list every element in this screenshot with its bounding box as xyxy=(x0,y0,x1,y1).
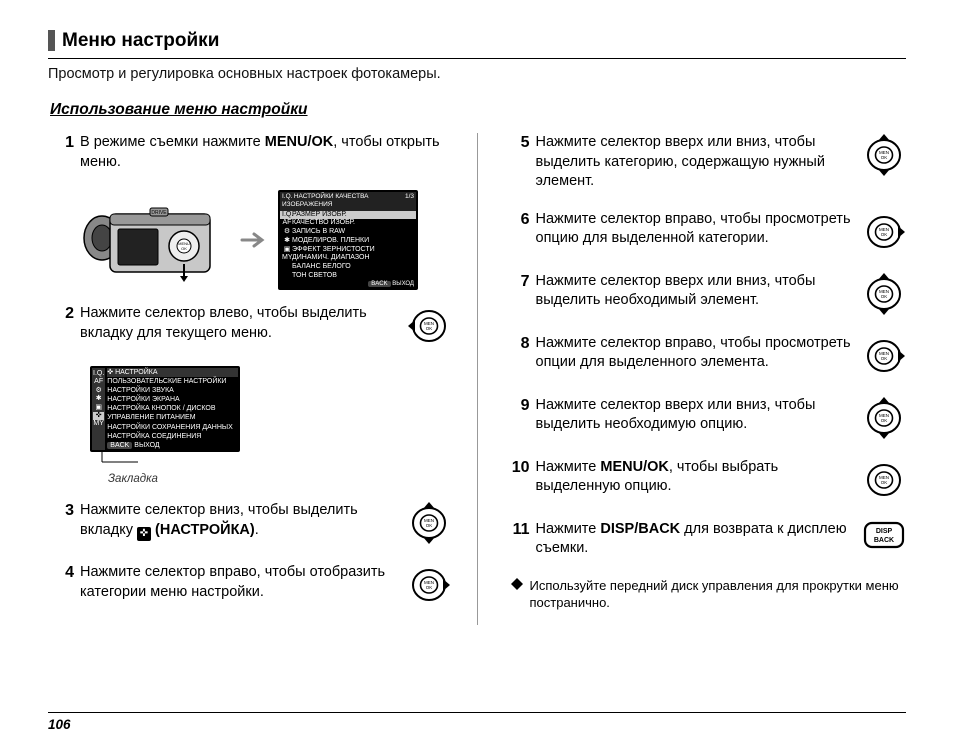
step-10: 10 Нажмите MENU/OK, чтобы выбрать выделе… xyxy=(504,458,907,502)
step-number: 10 xyxy=(504,458,530,477)
camera-icon: MENU OK DRIVE xyxy=(80,194,230,286)
step-number: 4 xyxy=(48,563,74,582)
step-text: Нажмите селектор вниз, чтобы выделить вк… xyxy=(80,501,399,541)
svg-text:DISP: DISP xyxy=(876,528,893,535)
two-column-layout: 1 В режиме съемки нажмите MENU/OK, чтобы… xyxy=(48,133,906,625)
selector-updown-icon xyxy=(407,501,451,545)
left-column: 1 В режиме съемки нажмите MENU/OK, чтобы… xyxy=(48,133,451,625)
step-number: 3 xyxy=(48,501,74,520)
menu-screenshot-2: I.Q.AF⚙ ✱▣ ✜MY ✜ НАСТРОЙКА ПОЛЬЗОВАТЕЛЬС… xyxy=(90,366,240,452)
step-2: 2 Нажмите селектор влево, чтобы выделить… xyxy=(48,304,451,348)
step-text: Нажмите селектор вверх или вниз, чтобы в… xyxy=(536,133,855,192)
column-divider xyxy=(477,133,478,625)
arrow-right-icon xyxy=(240,230,268,250)
step-number: 1 xyxy=(48,133,74,152)
caption-pointer xyxy=(90,452,300,470)
step-4: 4 Нажмите селектор вправо, чтобы отобраз… xyxy=(48,563,451,607)
step-9: 9 Нажмите селектор вверх или вниз, чтобы… xyxy=(504,396,907,440)
note-bullet-icon xyxy=(510,577,524,591)
page-title: Меню настройки xyxy=(62,28,219,54)
tab-caption: Закладка xyxy=(108,472,451,488)
step-text: Нажмите селектор влево, чтобы выделить в… xyxy=(80,304,399,343)
step-number: 2 xyxy=(48,304,74,323)
step-7: 7 Нажмите селектор вверх или вниз, чтобы… xyxy=(504,272,907,316)
section-subhead: Использование меню настройки xyxy=(48,100,906,121)
menu-screenshot-1: I.Q. НАСТРОЙКИ КАЧЕСТВА ИЗОБРАЖЕНИЯ1/3 I… xyxy=(278,190,418,290)
intro-text: Просмотр и регулировка основных настроек… xyxy=(48,65,906,85)
step-text: Нажмите селектор вправо, чтобы просмотре… xyxy=(536,334,855,373)
step-number: 9 xyxy=(504,396,530,415)
step-number: 5 xyxy=(504,133,530,152)
note-row: Используйте передний диск управления для… xyxy=(504,577,907,612)
selector-right-icon xyxy=(862,334,906,378)
step-text: Нажмите MENU/OK, чтобы выбрать выделенну… xyxy=(536,458,855,497)
wrench-icon: ✜ xyxy=(137,527,151,541)
title-bar xyxy=(48,30,55,51)
svg-text:DRIVE: DRIVE xyxy=(151,210,167,216)
step-11: 11 Нажмите DISP/BACK для возврата к дисп… xyxy=(504,520,907,559)
selector-ok-icon xyxy=(862,458,906,502)
selector-right-icon xyxy=(862,210,906,254)
page-title-row: Меню настройки xyxy=(48,28,906,54)
step-text: Нажмите селектор вверх или вниз, чтобы в… xyxy=(536,396,855,435)
svg-text:BACK: BACK xyxy=(874,537,894,544)
step-number: 7 xyxy=(504,272,530,291)
note-text: Используйте передний диск управления для… xyxy=(530,577,907,612)
step-5: 5 Нажмите селектор вверх или вниз, чтобы… xyxy=(504,133,907,192)
page-number: 106 xyxy=(48,712,906,734)
selector-right-icon xyxy=(407,563,451,607)
step-text: Нажмите селектор вправо, чтобы отобразит… xyxy=(80,563,399,602)
step-3: 3 Нажмите селектор вниз, чтобы выделить … xyxy=(48,501,451,545)
disp-back-icon: DISP BACK xyxy=(862,520,906,550)
selector-updown-icon xyxy=(862,133,906,177)
title-underline xyxy=(48,58,906,59)
step-number: 11 xyxy=(504,520,530,539)
step-text: Нажмите DISP/BACK для возврата к дисплею… xyxy=(536,520,855,559)
selector-left-icon xyxy=(407,304,451,348)
step-text: Нажмите селектор вверх или вниз, чтобы в… xyxy=(536,272,855,311)
step-number: 6 xyxy=(504,210,530,229)
selector-updown-icon xyxy=(862,272,906,316)
selector-updown-icon xyxy=(862,396,906,440)
step-1: 1 В режиме съемки нажмите MENU/OK, чтобы… xyxy=(48,133,451,172)
step-text: В режиме съемки нажмите MENU/OK, чтобы о… xyxy=(80,134,440,170)
step-8: 8 Нажмите селектор вправо, чтобы просмот… xyxy=(504,334,907,378)
svg-text:OK: OK xyxy=(181,246,187,251)
camera-illustration-row: MENU OK DRIVE I.Q. НАСТРОЙКИ КАЧЕСТВА ИЗ… xyxy=(80,190,451,290)
menu-screenshot-2-block: I.Q.AF⚙ ✱▣ ✜MY ✜ НАСТРОЙКА ПОЛЬЗОВАТЕЛЬС… xyxy=(48,366,451,452)
step-text: Нажмите селектор вправо, чтобы просмотре… xyxy=(536,210,855,249)
right-column: 5 Нажмите селектор вверх или вниз, чтобы… xyxy=(504,133,907,625)
step-number: 8 xyxy=(504,334,530,353)
step-6: 6 Нажмите селектор вправо, чтобы просмот… xyxy=(504,210,907,254)
